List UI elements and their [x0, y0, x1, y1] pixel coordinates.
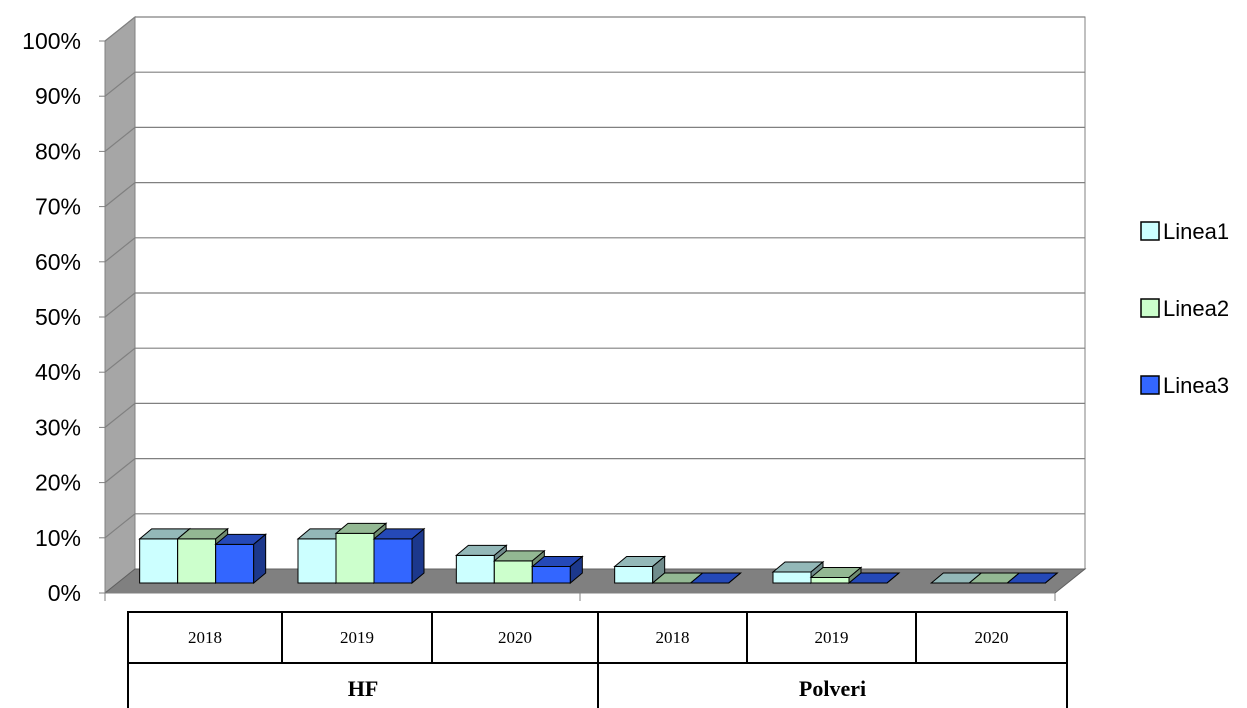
gridline-side: [104, 16, 136, 42]
y-axis: 0% 10% 20% 30% 40% 50% 60% 70% 80% 90% 100%: [22, 28, 1056, 606]
legend-item: Linea1: [1140, 219, 1229, 244]
category-table: 2018 2019 2020 2018 2019 2020 HF Polveri: [127, 611, 1068, 708]
category-label: 2018: [188, 628, 222, 647]
bar-side: [569, 555, 583, 585]
y-tick-label: 90%: [35, 83, 81, 109]
bar: [613, 555, 667, 585]
bar: [454, 544, 508, 585]
y-tick-label: 30%: [35, 414, 81, 440]
y-tick-label: 50%: [35, 304, 81, 330]
gridline-side: [104, 402, 136, 428]
bar-front: [493, 560, 533, 584]
category-label: 2020: [975, 628, 1009, 647]
legend-label: Linea3: [1163, 373, 1229, 398]
legend-item: Linea2: [1140, 296, 1229, 321]
y-tick-label: 20%: [35, 470, 81, 496]
bar-front: [531, 565, 571, 584]
bar: [530, 555, 584, 585]
bar-front: [373, 538, 413, 584]
bar-front: [810, 576, 850, 584]
bar: [334, 522, 388, 585]
y-tick-label: 10%: [35, 525, 81, 551]
bar-front: [772, 571, 812, 584]
bar-front: [297, 538, 337, 584]
gridline-side: [104, 182, 136, 208]
bar-front: [139, 538, 179, 584]
gridline-side: [104, 237, 136, 263]
bar-side: [253, 533, 267, 585]
bar: [847, 572, 901, 584]
group-label: Polveri: [799, 676, 866, 701]
category-label: 2019: [340, 628, 374, 647]
bar-side: [411, 527, 425, 585]
bar-side: [886, 572, 900, 584]
legend-swatch: [1140, 375, 1160, 395]
bar: [214, 533, 268, 585]
y-tick-label: 0%: [48, 580, 81, 606]
bar: [1005, 572, 1059, 584]
y-tick-label: 80%: [35, 138, 81, 164]
gridline-side: [104, 458, 136, 484]
legend: Linea1 Linea2 Linea3: [1140, 219, 1229, 398]
gridline-side: [104, 126, 136, 152]
legend-swatch: [1140, 298, 1160, 318]
group-label: HF: [348, 676, 379, 701]
y-tick-label: 60%: [35, 249, 81, 275]
y-tick-label: 70%: [35, 194, 81, 220]
bars: [138, 522, 1059, 585]
chart-walls: [103, 15, 1087, 595]
bar-side: [1045, 572, 1058, 584]
category-label: 2018: [656, 628, 690, 647]
legend-swatch: [1140, 221, 1160, 241]
gridline-side: [104, 347, 136, 373]
y-tick-label: 100%: [22, 28, 81, 54]
y-tick-label: 40%: [35, 359, 81, 385]
bar-front: [614, 565, 654, 584]
bar: [689, 572, 743, 584]
bar: [372, 527, 426, 585]
gridline-side: [104, 71, 136, 97]
bar-front: [215, 543, 255, 584]
category-label: 2019: [815, 628, 849, 647]
legend-label: Linea1: [1163, 219, 1229, 244]
legend-item: Linea3: [1140, 373, 1229, 398]
bar-front: [177, 538, 217, 584]
bar-side: [728, 572, 741, 584]
gridline-side: [104, 292, 136, 318]
bar: [809, 566, 863, 585]
bar-front: [335, 532, 375, 584]
gridlines: [104, 16, 1085, 539]
gridline-side: [104, 513, 136, 539]
legend-label: Linea2: [1163, 296, 1229, 321]
bar-front: [455, 554, 495, 584]
category-label: 2020: [498, 628, 532, 647]
